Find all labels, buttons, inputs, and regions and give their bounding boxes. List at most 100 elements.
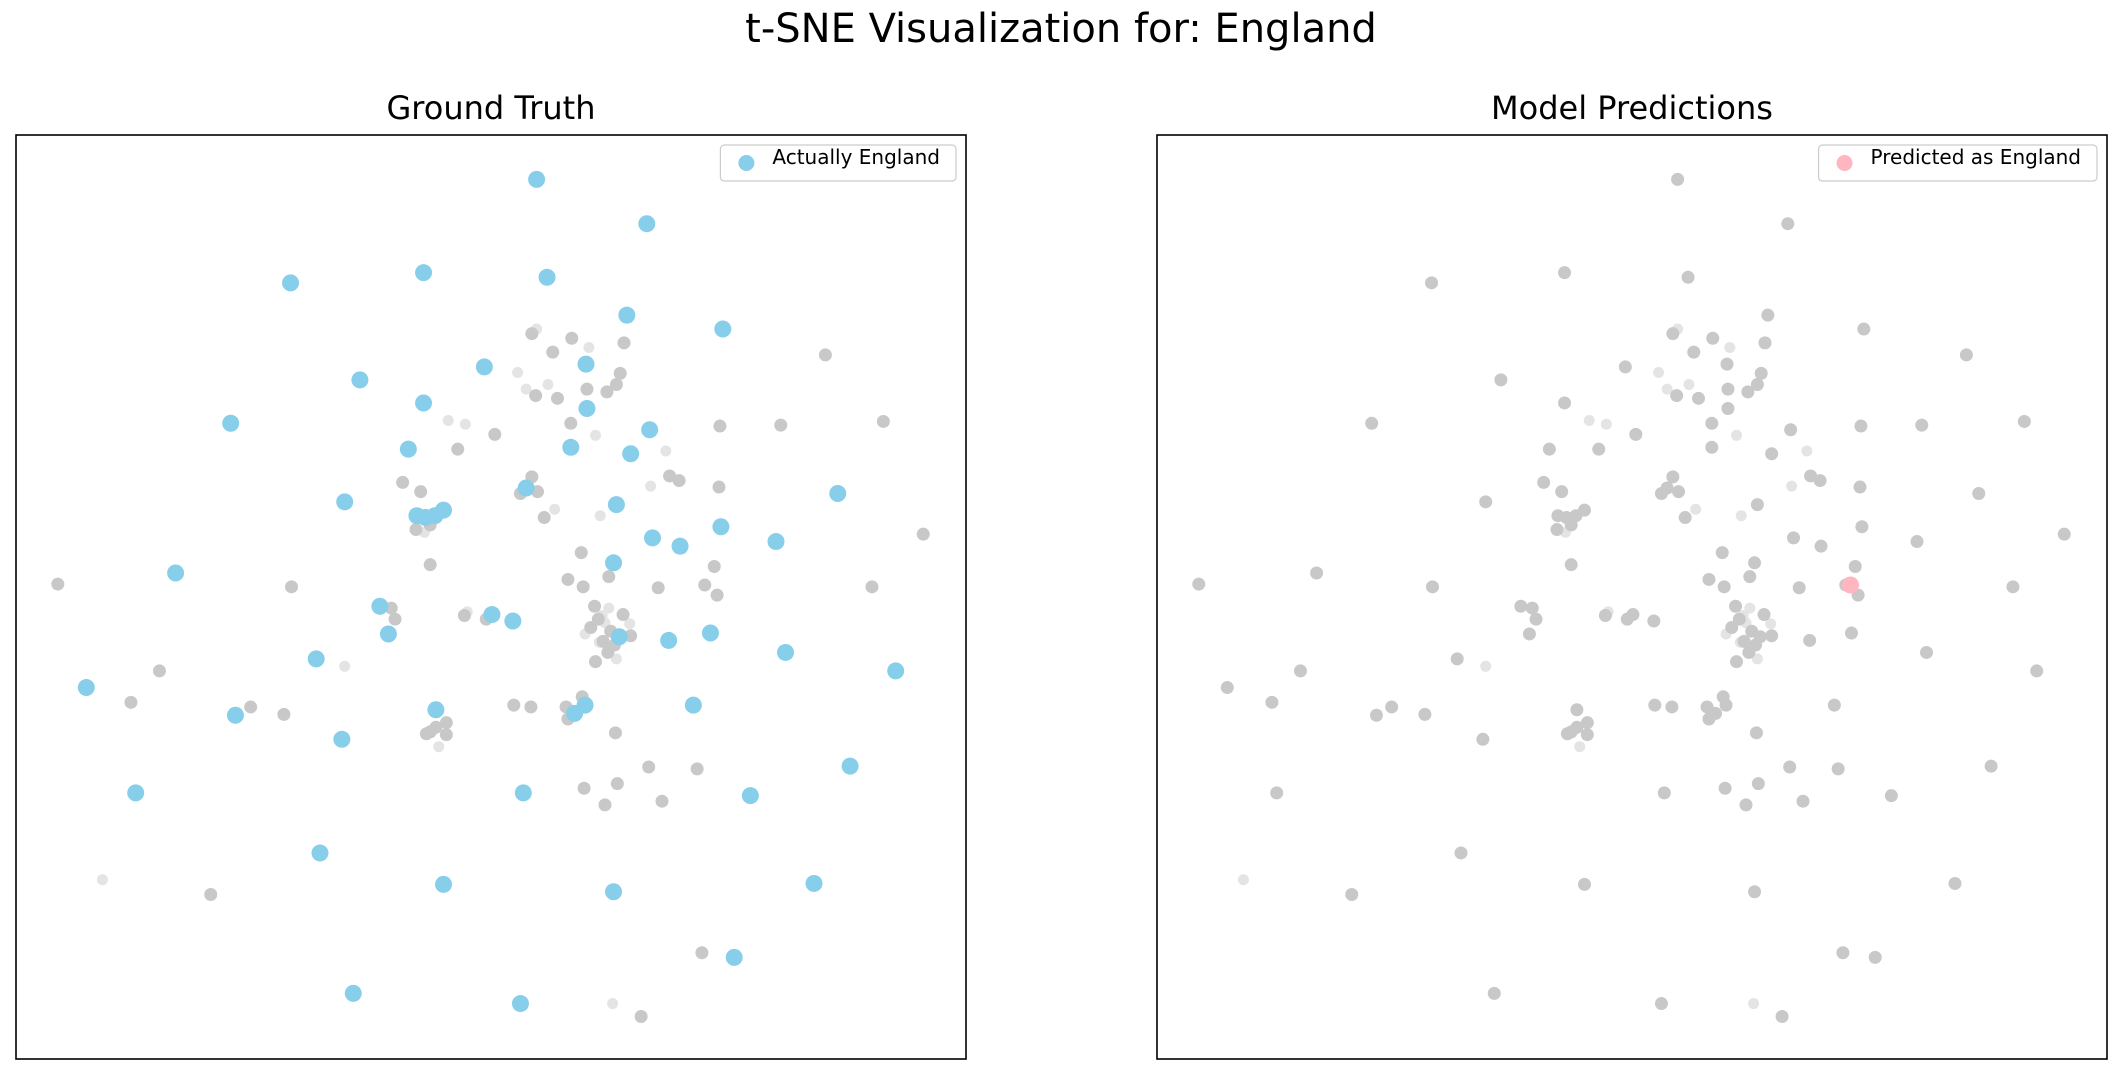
highlight-point xyxy=(562,438,580,456)
other-point xyxy=(1700,700,1714,714)
faint-point xyxy=(1583,415,1595,427)
faint-point xyxy=(583,342,595,354)
other-point xyxy=(1665,700,1679,714)
other-point xyxy=(1555,485,1569,499)
other-point xyxy=(1487,986,1501,1000)
subplot-1: Ground Truth Actually England xyxy=(15,89,967,1060)
highlight-point xyxy=(399,440,417,458)
other-point xyxy=(1702,712,1716,726)
other-point xyxy=(1718,781,1732,795)
other-point xyxy=(451,442,465,456)
other-point xyxy=(1732,612,1746,626)
other-point xyxy=(616,608,630,622)
highlight-point xyxy=(415,264,433,282)
other-point xyxy=(1220,681,1234,695)
faint-point xyxy=(512,366,524,378)
other-point xyxy=(876,414,890,428)
other-point xyxy=(1853,480,1867,494)
other-point xyxy=(1717,580,1731,594)
other-point xyxy=(1578,877,1591,891)
other-point xyxy=(707,560,721,574)
other-point xyxy=(1910,535,1924,549)
other-point xyxy=(1775,1009,1789,1023)
other-point xyxy=(1454,846,1468,860)
other-point xyxy=(551,391,564,405)
other-point xyxy=(1855,520,1869,534)
highlight-point xyxy=(344,984,362,1002)
highlight-point xyxy=(829,485,847,503)
other-point xyxy=(396,475,410,489)
highlight-point xyxy=(307,650,325,668)
other-point xyxy=(1721,382,1735,396)
highlight-point xyxy=(610,628,628,646)
other-point xyxy=(1647,614,1661,628)
faint-point xyxy=(96,874,108,886)
other-point xyxy=(51,577,65,591)
other-point xyxy=(1385,700,1399,714)
faint-point xyxy=(1748,998,1760,1010)
other-point xyxy=(1560,727,1574,741)
other-point xyxy=(1426,580,1439,594)
other-point xyxy=(1920,645,1933,659)
other-point xyxy=(634,1009,648,1023)
other-point xyxy=(613,366,627,380)
other-point xyxy=(1522,627,1536,641)
other-point xyxy=(576,580,590,594)
other-point xyxy=(1494,373,1508,387)
other-point xyxy=(1192,577,1206,591)
highlight-point xyxy=(167,564,185,582)
faint-point xyxy=(1600,418,1612,430)
other-point xyxy=(1748,885,1762,899)
other-point xyxy=(1598,608,1612,622)
other-point xyxy=(591,612,605,626)
other-point xyxy=(439,728,453,742)
highlight-point xyxy=(504,612,522,630)
other-point xyxy=(2017,414,2031,428)
legend-marker xyxy=(738,155,755,171)
faint-point xyxy=(590,429,601,441)
other-point xyxy=(1803,633,1817,647)
other-point xyxy=(1369,708,1383,722)
highlight-point xyxy=(226,706,244,724)
other-point xyxy=(1525,601,1539,615)
highlight-point xyxy=(644,529,661,547)
other-point xyxy=(244,700,258,714)
other-point xyxy=(1804,469,1818,483)
faint-point xyxy=(1480,660,1492,672)
other-point xyxy=(388,612,402,626)
highlight-point xyxy=(887,662,905,680)
other-point xyxy=(580,382,594,396)
other-point xyxy=(439,716,453,730)
other-point xyxy=(1751,777,1765,791)
faint-point xyxy=(1751,653,1763,665)
highlight-point xyxy=(538,268,556,286)
faint-point xyxy=(1724,342,1736,354)
other-point xyxy=(1868,950,1882,964)
other-point xyxy=(598,798,612,812)
axes-frame xyxy=(1156,134,2108,1060)
highlight-point xyxy=(684,696,702,714)
other-point xyxy=(1781,217,1795,231)
faint-point xyxy=(520,383,532,395)
other-point xyxy=(1784,423,1798,437)
other-point xyxy=(610,777,624,791)
legend-label: Actually England xyxy=(772,145,940,169)
other-point xyxy=(1564,518,1578,532)
highlight-point xyxy=(336,493,354,511)
other-point xyxy=(1537,475,1551,489)
other-point xyxy=(529,389,543,403)
other-point xyxy=(409,523,423,537)
highlight-point xyxy=(127,784,145,802)
other-point xyxy=(1854,419,1868,433)
highlight-point xyxy=(415,394,433,412)
highlight-point xyxy=(282,274,300,292)
other-point xyxy=(690,762,704,776)
other-point xyxy=(1514,599,1528,613)
faint-point xyxy=(1690,503,1702,515)
faint-point xyxy=(459,418,471,430)
other-point xyxy=(429,720,443,734)
faint-point xyxy=(433,741,445,753)
legend: Predicted as England xyxy=(1817,144,2098,182)
highlight-point xyxy=(805,874,823,892)
